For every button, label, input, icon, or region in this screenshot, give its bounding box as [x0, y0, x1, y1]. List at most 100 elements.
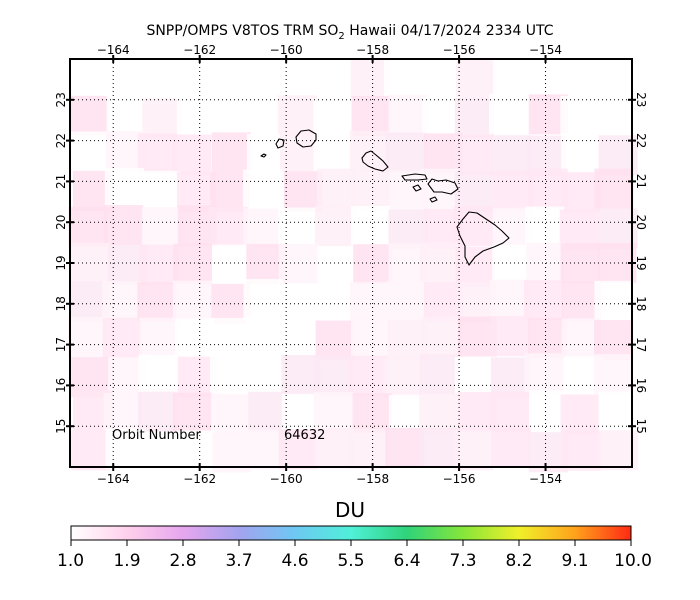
lat-label-right: 21	[634, 174, 648, 189]
so2-pixel	[105, 428, 145, 469]
so2-pixel	[493, 59, 533, 100]
so2-pixel	[492, 244, 532, 285]
so2-pixel	[313, 131, 353, 172]
colorbar-label: 1.0	[57, 551, 84, 571]
so2-pixel	[351, 318, 391, 359]
so2-pixel	[351, 206, 391, 247]
so2-pixel	[491, 427, 531, 468]
coast-kahoolawe	[429, 196, 438, 203]
so2-pixel	[102, 317, 142, 358]
lat-label-right: 16	[634, 378, 648, 393]
so2-pixel	[316, 57, 356, 98]
so2-pixel	[68, 206, 108, 247]
so2-pixel	[387, 319, 427, 360]
so2-pixel	[212, 244, 252, 285]
lon-label-bottom: −160	[270, 472, 303, 486]
so2-pixel	[317, 246, 357, 287]
so2-pixel	[489, 93, 529, 134]
lat-label-right: 17	[634, 337, 648, 352]
so2-pixel	[454, 135, 494, 176]
so2-pixel	[561, 430, 601, 471]
lon-label-bottom: −162	[183, 472, 216, 486]
lon-label-top: −160	[270, 43, 303, 57]
so2-pixel	[138, 391, 178, 432]
colorbar-ticks	[70, 540, 632, 546]
so2-pixel	[243, 357, 283, 398]
so2-pixel	[528, 317, 568, 358]
so2-pixel	[210, 393, 250, 434]
so2-pixel	[453, 430, 493, 471]
colorbar-label: 6.4	[393, 551, 420, 571]
so2-pixel	[454, 97, 494, 138]
so2-pixel	[594, 354, 634, 395]
so2-pixel	[245, 317, 285, 358]
so2-pixel	[142, 98, 182, 139]
coast-maui	[427, 178, 459, 195]
so2-pixel	[67, 316, 107, 357]
so2-pixel	[141, 207, 181, 248]
so2-pixel	[277, 207, 317, 248]
so2-pixel	[283, 171, 323, 212]
so2-pixel	[490, 357, 530, 398]
lat-label-left: 20	[54, 215, 68, 230]
lon-label-top: −154	[529, 43, 562, 57]
colorbar	[70, 525, 632, 541]
so2-pixel	[248, 61, 288, 102]
colorbar-label: 2.8	[169, 551, 196, 571]
lat-lon-grid	[70, 59, 632, 467]
so2-pixel	[560, 243, 600, 284]
so2-pixel	[490, 316, 530, 357]
so2-pixel	[388, 94, 428, 135]
lat-label-left: 18	[54, 296, 68, 311]
colorbar-labels: 1.0 1.9 2.8 3.7 4.6 5.5 6.4 7.3 8.2 9.1 10.0	[57, 551, 652, 571]
coast-hawaii	[456, 211, 510, 266]
so2-pixel	[350, 57, 390, 98]
coast-molokai	[401, 173, 428, 181]
so2-pixel	[423, 282, 463, 323]
colorbar-label: 8.2	[505, 551, 532, 571]
so2-pixel	[176, 430, 216, 471]
so2-pixel	[454, 171, 494, 212]
so2-pixel	[139, 317, 179, 358]
so2-pixel	[419, 354, 459, 395]
lat-label-right: 20	[634, 215, 648, 230]
colorbar-label: 10.0	[614, 551, 652, 571]
colorbar-label: 4.6	[281, 551, 308, 571]
so2-pixel	[277, 95, 317, 136]
so2-pixel	[313, 355, 353, 396]
so2-pixel	[418, 61, 458, 102]
so2-pixel	[102, 281, 142, 322]
so2-pixel	[243, 208, 283, 249]
lat-label-right: 18	[634, 296, 648, 311]
so2-pixel	[562, 59, 602, 100]
so2-pixel	[172, 392, 212, 433]
lon-label-top: −164	[97, 43, 130, 57]
so2-pixel	[454, 356, 494, 397]
so2-pixel	[351, 169, 391, 210]
so2-pixel	[212, 432, 252, 473]
lat-label-left: 15	[54, 419, 68, 434]
coast-niihau	[260, 153, 267, 158]
so2-pixel	[67, 131, 107, 172]
so2-pixel	[524, 353, 564, 394]
so2-pixel	[104, 205, 144, 246]
so2-pixel	[455, 246, 495, 287]
so2-pixel	[595, 95, 635, 136]
so2-pixel	[71, 430, 111, 471]
so2-pixel	[561, 133, 601, 174]
so2-pixel	[137, 282, 177, 323]
colorbar-unit: DU	[335, 498, 365, 522]
so2-pixel	[419, 393, 459, 434]
so2-pixel	[210, 58, 250, 99]
so2-pixel	[211, 317, 251, 358]
so2-pixel	[419, 427, 459, 468]
so2-pixel	[384, 60, 424, 101]
so2-pixel	[139, 244, 179, 285]
so2-pixel	[598, 391, 638, 432]
so2-pixel	[139, 60, 179, 101]
so2-pixel	[211, 132, 251, 173]
lon-label-bottom: −154	[529, 472, 562, 486]
coast-kauai-main	[295, 129, 317, 148]
so2-pixel	[385, 132, 425, 173]
